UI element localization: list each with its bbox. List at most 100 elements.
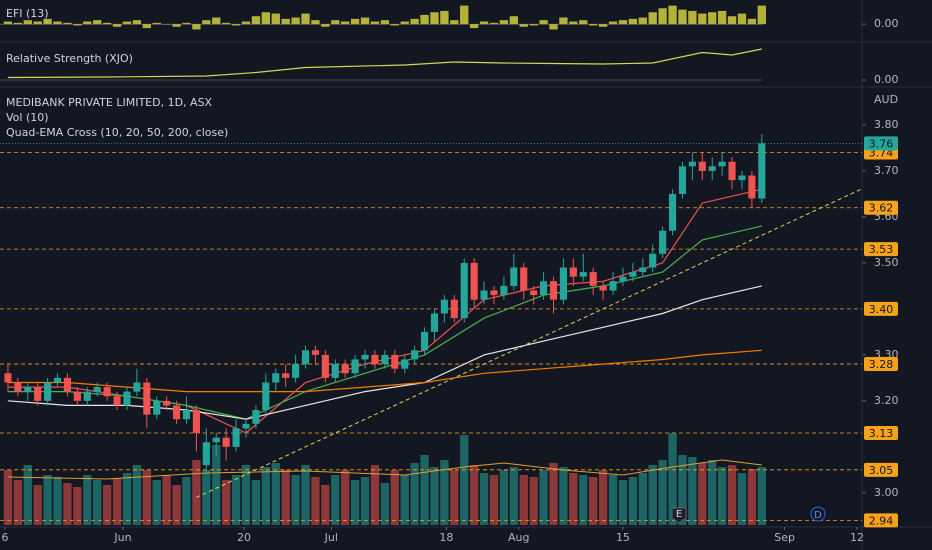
volume-bar — [400, 475, 409, 525]
level-label-box — [864, 462, 898, 477]
volume-bar — [192, 460, 201, 525]
efi-bar — [23, 20, 32, 25]
volume-bar — [380, 483, 390, 525]
candle-body — [649, 253, 657, 268]
y-tick-label: 0.00 — [874, 73, 899, 86]
x-tick-label: Aug — [508, 531, 529, 544]
volume-bar — [410, 463, 419, 525]
candle-body — [708, 166, 716, 171]
candle-body — [599, 285, 607, 291]
volume-bar — [102, 485, 112, 525]
volume-bar — [301, 465, 310, 525]
efi-bar — [182, 22, 191, 25]
volume-bar — [162, 475, 171, 525]
earnings-marker[interactable]: E — [671, 507, 687, 524]
volume-bar — [360, 477, 370, 525]
earnings-label[interactable]: E — [676, 509, 682, 520]
volume-bar — [460, 435, 469, 525]
efi-bar — [539, 20, 548, 25]
candle-body — [361, 354, 369, 360]
volume-bar — [638, 473, 647, 525]
dividend-badge[interactable] — [810, 506, 826, 522]
efi-bar — [231, 24, 241, 26]
chart-title: MEDIBANK PRIVATE LIMITED, 1D, ASX — [6, 96, 213, 109]
efi-bar — [440, 10, 449, 25]
volume-bar — [688, 457, 697, 525]
efi-bar — [212, 17, 221, 25]
candle-body — [14, 382, 22, 392]
volume-bar — [529, 477, 538, 525]
candle-body — [758, 143, 766, 199]
efi-bar — [202, 20, 211, 25]
candle-body — [500, 285, 508, 296]
level-label: 2.94 — [869, 514, 894, 527]
x-tick-label: 15 — [616, 531, 630, 544]
efi-bar — [162, 24, 171, 25]
candle-body — [232, 428, 240, 447]
efi-bar — [350, 18, 360, 25]
efi-bar — [122, 21, 132, 25]
volume-bar — [628, 477, 638, 525]
candle-body — [668, 193, 677, 231]
efi-bar — [93, 20, 102, 25]
candle-body — [609, 281, 617, 291]
efi-bar — [489, 22, 499, 25]
efi-bar — [469, 24, 479, 29]
earnings-badge[interactable] — [671, 507, 687, 524]
volume-bar — [727, 465, 737, 525]
efi-bar — [678, 9, 687, 25]
volume-bar — [589, 477, 598, 525]
efi-bar — [281, 18, 290, 25]
x-tick-label: Sep — [774, 531, 795, 544]
efi-bar — [112, 24, 122, 27]
level-label-box — [864, 426, 898, 441]
efi-bar — [668, 5, 677, 25]
x-tick-label: 18 — [439, 531, 453, 544]
candle-body — [371, 354, 379, 365]
efi-bar — [658, 8, 667, 25]
volume-bar — [251, 480, 261, 525]
volume-bar — [132, 465, 142, 525]
dividend-marker[interactable]: D — [810, 506, 826, 522]
volume-bar — [53, 477, 62, 525]
candle-body — [718, 161, 726, 167]
efi-bar — [430, 12, 439, 25]
volume-bar — [717, 467, 727, 525]
volume-bar — [341, 470, 350, 525]
volume-bar — [579, 475, 588, 525]
volume-bar — [33, 485, 42, 525]
volume-bar — [43, 475, 52, 525]
volume-bar — [509, 467, 518, 525]
candle-body — [53, 377, 62, 383]
candle-body — [44, 382, 52, 401]
efi-bar — [410, 18, 419, 25]
candle-body — [133, 382, 141, 392]
efi-bar — [63, 22, 72, 25]
candle-body — [678, 166, 687, 194]
y-tick-label: 3.80 — [874, 118, 899, 131]
candle-body — [182, 410, 191, 420]
candle-body — [321, 354, 329, 378]
efi-bar — [519, 24, 528, 27]
efi-bar — [370, 21, 380, 25]
candle-body — [172, 405, 181, 420]
level-label: 3.28 — [869, 358, 894, 371]
volume-bar — [172, 485, 181, 525]
efi-title: EFI (13) — [6, 7, 49, 20]
volume-bar — [430, 467, 439, 525]
volume-bar — [618, 480, 628, 525]
candle-body — [272, 373, 280, 383]
candle-body — [351, 359, 359, 374]
volume-bar — [83, 475, 92, 525]
volume-bar — [311, 477, 320, 525]
efi-bar — [638, 17, 647, 25]
volume-bar — [231, 475, 241, 525]
efi-bar — [390, 24, 399, 26]
volume-bar — [678, 455, 687, 525]
efi-bar — [529, 24, 538, 26]
candle-body — [4, 373, 12, 383]
efi-bar — [479, 21, 489, 25]
dividend-label[interactable]: D — [814, 510, 822, 521]
volume-bar — [559, 467, 568, 525]
